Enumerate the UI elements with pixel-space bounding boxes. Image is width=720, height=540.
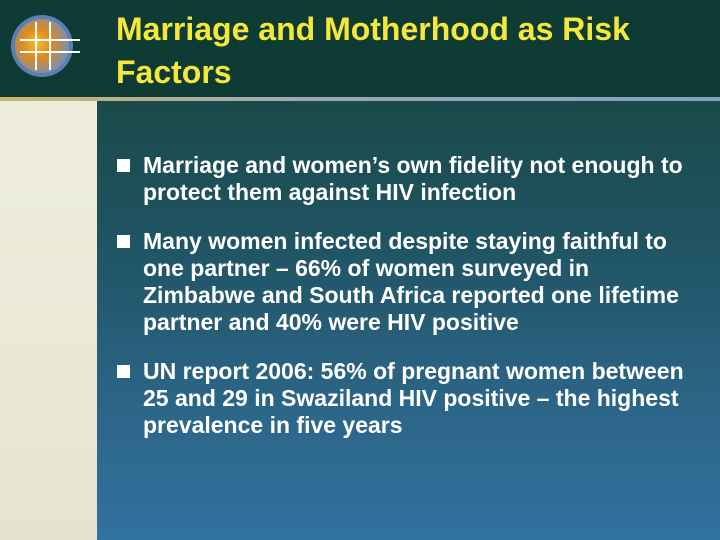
slide-header (0, 0, 720, 97)
header-divider (0, 97, 720, 101)
slide-content: Marriage and women’s own fidelity not en… (97, 101, 720, 540)
square-bullet-icon (117, 235, 130, 248)
slide-title: Marriage and Motherhood as Risk Factors (116, 11, 630, 90)
bullet-text: UN report 2006: 56% of pregnant women be… (143, 358, 684, 438)
list-item: UN report 2006: 56% of pregnant women be… (115, 358, 705, 439)
bullet-list: Marriage and women’s own fidelity not en… (115, 152, 705, 461)
square-bullet-icon (117, 159, 130, 172)
left-margin-panel (0, 101, 97, 540)
list-item: Marriage and women’s own fidelity not en… (115, 152, 705, 206)
bullet-text: Many women infected despite staying fait… (143, 228, 679, 335)
globe-logo-icon (11, 15, 80, 77)
bullet-text: Marriage and women’s own fidelity not en… (143, 152, 683, 205)
list-item: Many women infected despite staying fait… (115, 228, 705, 336)
square-bullet-icon (117, 365, 130, 378)
